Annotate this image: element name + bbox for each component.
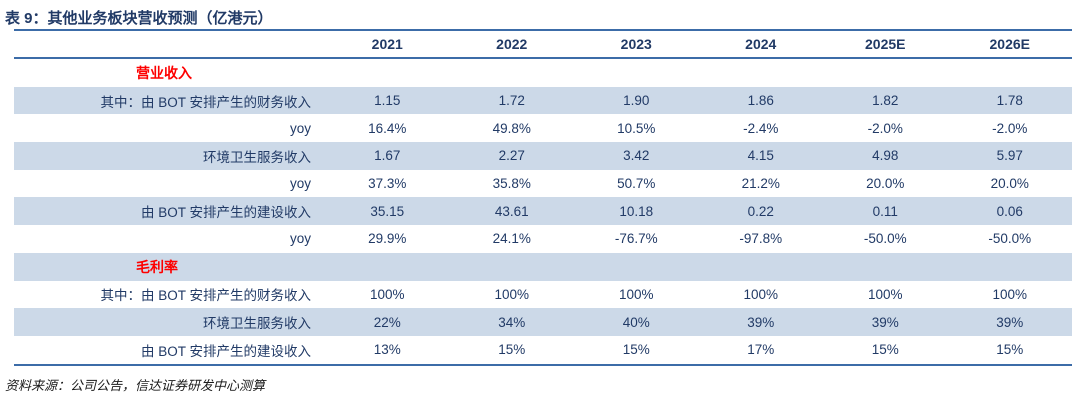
value-cell: -2.0%	[867, 120, 903, 136]
value-cell: 1.82	[872, 93, 899, 109]
table-row: yoy 29.9% 24.1% -76.7% -97.8% -50.0% -50.0%	[14, 225, 1072, 253]
value-cell: 24.1%	[492, 231, 531, 247]
value-cell: 100%	[369, 286, 405, 302]
value-cell: -76.7%	[614, 231, 658, 247]
value-cell: 0.06	[996, 203, 1023, 219]
section-row: 营业收入	[14, 59, 1072, 87]
value-cell: 100%	[867, 286, 903, 302]
value-cell: 2.27	[498, 148, 525, 164]
section-row: 毛利率	[14, 252, 1072, 281]
row-label: 其中：由 BOT 安排产生的财务收入	[100, 288, 311, 304]
revenue-forecast-table: 2021 2022 2023 2024 2025E 2026E 营业收入其中：由 BOT …	[14, 29, 1072, 366]
table-row: 由 BOT 安排产生的建设收入 35.15 43.61 10.18 0.22 0.11 0.…	[14, 197, 1072, 226]
table-row: 其中：由 BOT 安排产生的财务收入 1.15 1.72 1.90 1.86 1.82 1.…	[14, 86, 1072, 115]
value-cell: 1.86	[747, 93, 774, 109]
value-cell: 20.0%	[990, 176, 1029, 192]
source-note: 资料来源：公司公告，信达证券研发中心测算	[5, 377, 266, 393]
value-cell: 17%	[747, 342, 775, 358]
value-cell: 15%	[996, 342, 1024, 358]
value-cell: -50.0%	[988, 231, 1032, 247]
row-label: 环境卫生服务收入	[203, 149, 311, 165]
value-cell: 29.9%	[368, 231, 407, 247]
column-header-2026E: 2026E	[989, 36, 1030, 52]
row-label: 环境卫生服务收入	[203, 316, 311, 332]
table-row: 由 BOT 安排产生的建设收入 13% 15% 15% 17% 15% 15%	[14, 336, 1072, 364]
value-cell: 39%	[871, 314, 899, 330]
value-cell: 21.2%	[741, 176, 780, 192]
value-cell: 1.72	[498, 93, 525, 109]
value-cell: 49.8%	[492, 120, 531, 136]
row-label: yoy	[289, 120, 311, 136]
value-cell: 35.15	[370, 203, 405, 219]
row-label: 由 BOT 安排产生的建设收入	[140, 205, 311, 221]
value-cell: 39%	[747, 314, 775, 330]
value-cell: 5.97	[996, 148, 1023, 164]
value-cell: 22%	[373, 314, 401, 330]
table-row: yoy 37.3% 35.8% 50.7% 21.2% 20.0% 20.0%	[14, 170, 1072, 198]
value-cell: 100%	[992, 286, 1028, 302]
value-cell: 3.42	[623, 148, 650, 164]
row-label: yoy	[289, 231, 311, 247]
value-cell: -50.0%	[863, 231, 907, 247]
column-header-2021: 2021	[371, 36, 403, 52]
value-cell: 40%	[622, 314, 650, 330]
table-title: 表 9：其他业务板块营收预测（亿港元）	[5, 10, 273, 27]
column-header-2023: 2023	[620, 36, 652, 52]
column-header-2024: 2024	[745, 36, 777, 52]
value-cell: 15%	[622, 342, 650, 358]
value-cell: 15%	[871, 342, 899, 358]
value-cell: 4.98	[872, 148, 899, 164]
table-row: 其中：由 BOT 安排产生的财务收入 100% 100% 100% 100% 100% 10…	[14, 281, 1072, 309]
column-header-2022: 2022	[496, 36, 528, 52]
value-cell: 0.11	[872, 203, 898, 219]
value-cell: 50.7%	[617, 176, 656, 192]
value-cell: 43.61	[494, 203, 529, 219]
value-cell: 0.22	[747, 203, 774, 219]
section-label: 营业收入	[136, 64, 192, 81]
value-cell: 13%	[373, 342, 401, 358]
value-cell: 20.0%	[866, 176, 905, 192]
value-cell: 1.90	[623, 93, 650, 109]
table-body: 营业收入其中：由 BOT 安排产生的财务收入 1.15 1.72 1.90 1.86 1.…	[14, 59, 1072, 364]
value-cell: -97.8%	[739, 231, 783, 247]
value-cell: 100%	[494, 286, 530, 302]
table-header-row: 2021 2022 2023 2024 2025E 2026E	[14, 31, 1072, 59]
table-row: 环境卫生服务收入 22% 34% 40% 39% 39% 39%	[14, 308, 1072, 336]
value-cell: 16.4%	[368, 120, 407, 136]
row-label: 其中：由 BOT 安排产生的财务收入	[100, 94, 311, 110]
value-cell: 100%	[743, 286, 779, 302]
value-cell: -2.4%	[743, 120, 779, 136]
value-cell: 39%	[996, 314, 1024, 330]
value-cell: 34%	[498, 314, 526, 330]
table-row: yoy 16.4% 49.8% 10.5% -2.4% -2.0% -2.0%	[14, 114, 1072, 142]
value-cell: -2.0%	[992, 120, 1028, 136]
column-header-2025E: 2025E	[865, 36, 906, 52]
value-cell: 1.67	[374, 148, 401, 164]
value-cell: 4.15	[747, 148, 774, 164]
value-cell: 15%	[498, 342, 526, 358]
value-cell: 37.3%	[368, 176, 407, 192]
table-row: 环境卫生服务收入 1.67 2.27 3.42 4.15 4.98 5.97	[14, 142, 1072, 170]
value-cell: 1.15	[374, 93, 401, 109]
value-cell: 35.8%	[492, 176, 531, 192]
section-label: 毛利率	[136, 258, 178, 275]
value-cell: 10.5%	[617, 120, 656, 136]
value-cell: 100%	[618, 286, 654, 302]
row-label: yoy	[289, 176, 311, 192]
value-cell: 10.18	[619, 203, 654, 219]
value-cell: 1.78	[996, 93, 1023, 109]
row-label: 由 BOT 安排产生的建设收入	[140, 343, 311, 359]
